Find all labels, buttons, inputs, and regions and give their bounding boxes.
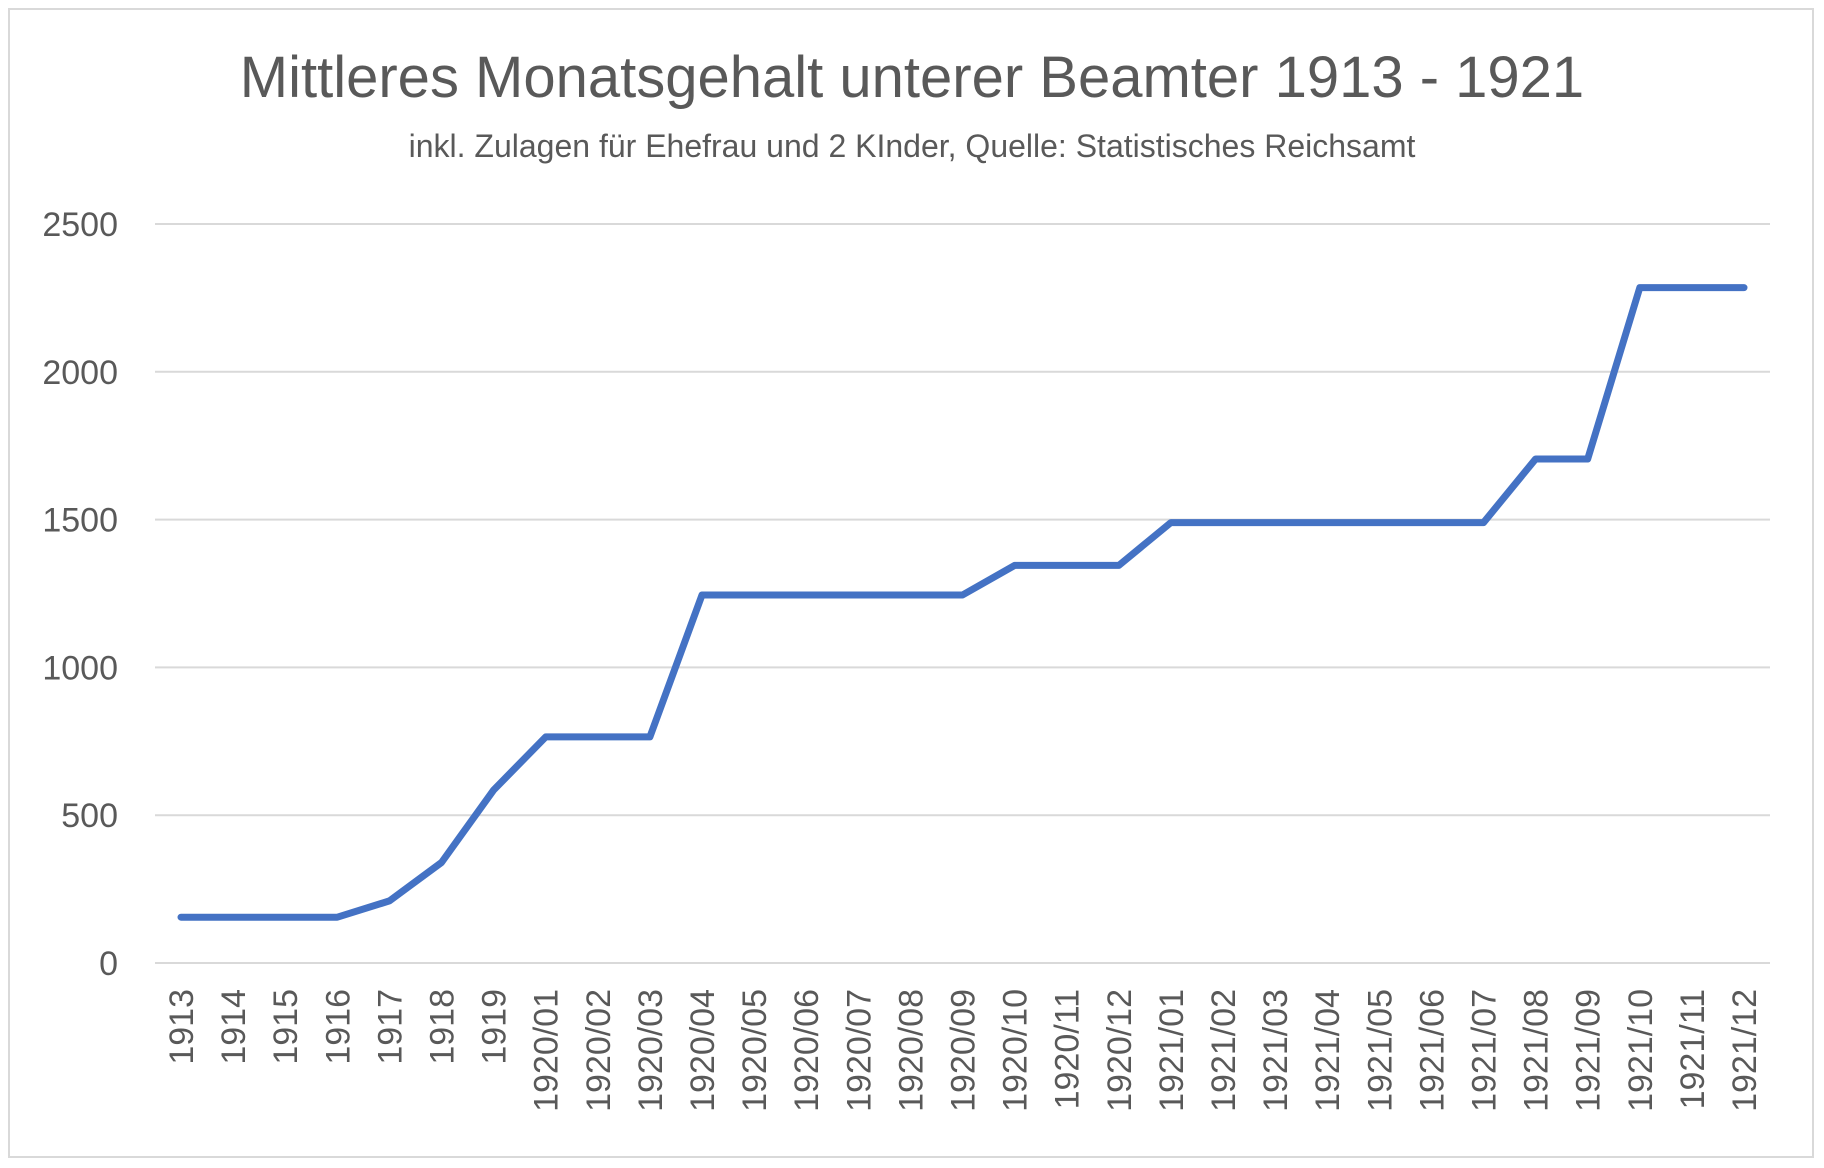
- x-tick-label: 1920/07: [840, 989, 878, 1112]
- x-tick-label: 1915: [267, 989, 305, 1065]
- x-tick-label: 1917: [371, 989, 409, 1065]
- x-tick-label: 1920/12: [1101, 989, 1139, 1112]
- y-tick-label: 1000: [42, 649, 118, 687]
- x-tick-label: 1918: [424, 989, 462, 1065]
- y-tick-label: 1500: [42, 502, 118, 540]
- chart-frame: [8, 8, 1814, 1158]
- x-tick-label: 1920/08: [892, 989, 930, 1112]
- x-tick-label: 1921/04: [1309, 989, 1347, 1112]
- x-tick-label: 1920/03: [632, 989, 670, 1112]
- x-tick-label: 1921/07: [1465, 989, 1503, 1112]
- x-tick-label: 1920/01: [528, 989, 566, 1112]
- y-axis-ticks: 0 500 1000 1500 2000 2500: [42, 206, 118, 983]
- chart-subtitle: inkl. Zulagen für Ehefrau und 2 KInder, …: [408, 128, 1416, 164]
- y-tick-label: 2500: [42, 206, 118, 244]
- gridlines: [155, 223, 1770, 964]
- x-tick-label: 1921/06: [1413, 989, 1451, 1112]
- x-tick-label: 1920/10: [997, 989, 1035, 1112]
- x-tick-label: 1920/05: [736, 989, 774, 1112]
- chart-title: Mittleres Monatsgehalt unterer Beamter 1…: [239, 45, 1585, 110]
- x-tick-label: 1920/04: [684, 989, 722, 1112]
- x-tick-label: 1916: [319, 989, 357, 1065]
- x-tick-label: 1921/03: [1257, 989, 1295, 1112]
- y-tick-label: 500: [61, 797, 118, 835]
- x-tick-label: 1921/09: [1570, 989, 1608, 1112]
- x-tick-label: 1920/09: [945, 989, 983, 1112]
- x-tick-label: 1921/02: [1205, 989, 1243, 1112]
- x-tick-label: 1919: [476, 989, 514, 1065]
- x-tick-label: 1914: [215, 989, 253, 1065]
- y-tick-label: 0: [99, 945, 118, 983]
- x-tick-label: 1921/08: [1518, 989, 1556, 1112]
- x-tick-label: 1921/11: [1674, 989, 1712, 1109]
- series-lines: [177, 284, 1748, 921]
- series-line: [177, 284, 1748, 921]
- x-tick-label: 1921/10: [1622, 989, 1660, 1112]
- x-tick-label: 1921/01: [1153, 989, 1191, 1112]
- x-tick-label: 1921/05: [1361, 989, 1399, 1112]
- x-tick-label: 1921/12: [1726, 989, 1764, 1112]
- y-tick-label: 2000: [42, 354, 118, 392]
- x-tick-label: 1920/06: [788, 989, 826, 1112]
- x-axis-ticks: 1913 1914 1915 1916 1917 1918 1919 1920/01 1920/…: [163, 989, 1764, 1112]
- x-tick-label: 1913: [163, 989, 201, 1065]
- x-tick-label: 1920/02: [580, 989, 618, 1112]
- x-tick-label: 1920/11: [1049, 989, 1087, 1109]
